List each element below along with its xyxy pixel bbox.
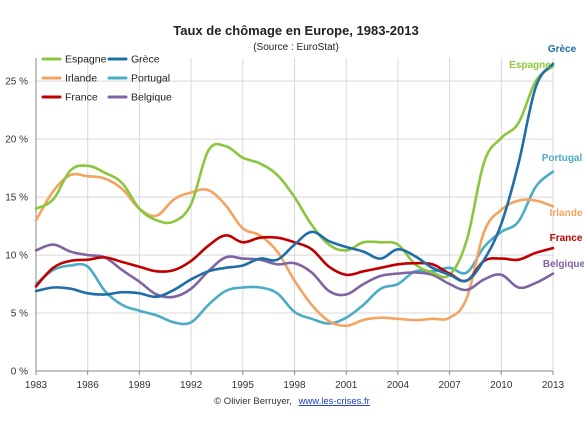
x-tick-label: 2013 xyxy=(542,380,565,391)
x-tick-label: 1995 xyxy=(232,380,255,391)
x-tick-label: 2001 xyxy=(335,380,358,391)
y-tick-label: 10 % xyxy=(5,251,28,262)
legend-label: Espagne xyxy=(65,54,107,66)
x-tick-label: 1992 xyxy=(180,380,203,391)
legend: Espagne Grèce Irlande Portugal France Belgiqu… xyxy=(41,54,172,104)
x-tick-label: 1986 xyxy=(77,380,100,391)
series-end-labels: Espagne Grèce Irlande Portugal France Belgiqu… xyxy=(509,44,584,270)
footer-author: © Olivier Berruyer, xyxy=(214,396,292,407)
chart-subtitle: (Source : EuroStat) xyxy=(253,42,339,53)
chart-title: Taux de chômage en Europe, 1983-2013 xyxy=(173,23,418,38)
footer-credit: © Olivier Berruyer, www.les-crises.fr xyxy=(214,396,370,407)
legend-label: Grèce xyxy=(131,54,160,66)
end-label-irlande: Irlande xyxy=(550,208,583,219)
end-label-belgique: Belgique xyxy=(543,259,584,270)
end-label-espagne: Espagne xyxy=(509,60,551,71)
y-tick-label: 15 % xyxy=(5,193,28,204)
series-line-grece xyxy=(34,62,555,299)
legend-label: France xyxy=(65,92,98,104)
x-tick-label: 2007 xyxy=(438,380,461,391)
legend-label: Irlande xyxy=(65,73,97,85)
x-tick-label: 1998 xyxy=(283,380,306,391)
end-label-portugal: Portugal xyxy=(542,153,583,164)
legend-label: Portugal xyxy=(131,73,170,85)
y-tick-label: 0 % xyxy=(11,367,28,378)
series-line-belgique xyxy=(34,243,555,299)
legend-label: Belgique xyxy=(131,92,172,104)
y-tick-label: 5 % xyxy=(11,309,28,320)
end-label-grece: Grèce xyxy=(548,44,577,55)
gridlines xyxy=(35,58,554,371)
series-line-portugal xyxy=(34,170,555,326)
end-label-france: France xyxy=(550,233,583,244)
x-tick-label: 1989 xyxy=(128,380,151,391)
axes: 0 % 5 % 10 % 15 % 20 % 25 % 1983 1986 1989 1992 19… xyxy=(5,58,565,391)
x-tick-label: 2010 xyxy=(490,380,513,391)
series-line-espagne xyxy=(34,64,555,279)
x-tick-label: 2004 xyxy=(387,380,410,391)
series-lines xyxy=(34,62,555,328)
y-tick-label: 20 % xyxy=(5,135,28,146)
x-tick-label: 1983 xyxy=(25,380,48,391)
footer-link[interactable]: www.les-crises.fr xyxy=(298,396,370,407)
series-line-irlande xyxy=(34,172,555,328)
y-tick-label: 25 % xyxy=(5,77,28,88)
